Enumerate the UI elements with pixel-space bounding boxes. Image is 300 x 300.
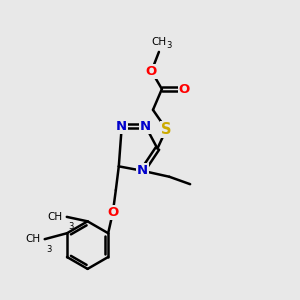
- Text: O: O: [146, 65, 157, 78]
- Text: N: N: [116, 120, 127, 133]
- Text: 3: 3: [166, 41, 172, 50]
- Text: 3: 3: [68, 222, 74, 231]
- Text: CH: CH: [152, 38, 166, 47]
- Text: 3: 3: [46, 244, 52, 253]
- Text: O: O: [107, 206, 118, 219]
- Text: O: O: [178, 82, 190, 96]
- Text: N: N: [140, 120, 151, 133]
- Text: CH: CH: [47, 212, 62, 222]
- Text: S: S: [161, 122, 172, 137]
- Text: CH: CH: [25, 234, 40, 244]
- Text: N: N: [137, 164, 148, 177]
